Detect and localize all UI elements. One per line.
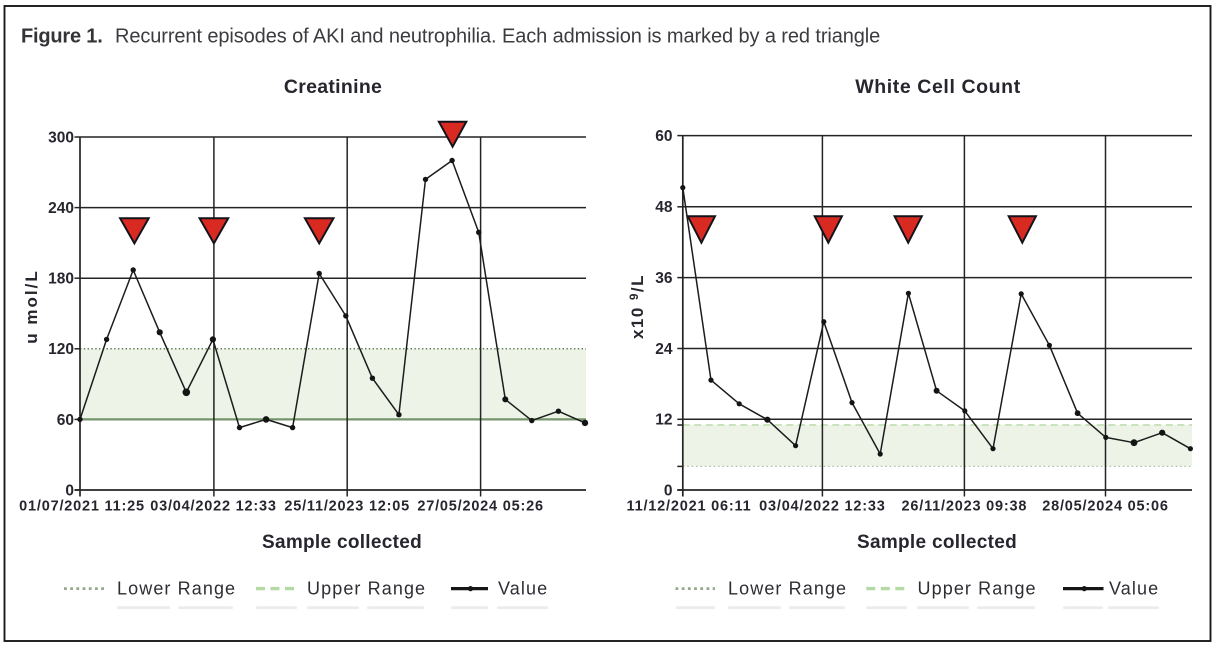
- svg-text:26/11/2023 09:38: 26/11/2023 09:38: [902, 499, 1028, 515]
- svg-text:28/05/2024 05:06: 28/05/2024 05:06: [1042, 499, 1169, 515]
- svg-text:u mol/L: u mol/L: [22, 269, 41, 343]
- svg-text:11/12/2021 06:11: 11/12/2021 06:11: [627, 499, 752, 515]
- svg-text:03/04/2022 12:33: 03/04/2022 12:33: [150, 499, 277, 515]
- svg-text:24: 24: [655, 341, 673, 358]
- svg-text:48: 48: [655, 199, 673, 216]
- svg-text:12: 12: [655, 412, 672, 429]
- svg-text:60: 60: [57, 412, 74, 429]
- svg-text:0: 0: [65, 482, 74, 499]
- svg-text:Figure 1.: Figure 1.: [21, 26, 103, 48]
- svg-text:x10 9/L: x10 9/L: [628, 274, 647, 339]
- svg-text:Sample collected: Sample collected: [857, 532, 1017, 553]
- svg-text:Recurrent episodes of AKI and: Recurrent episodes of AKI and neutrophil…: [115, 26, 880, 48]
- svg-text:180: 180: [48, 271, 74, 288]
- svg-text:Upper Range: Upper Range: [307, 579, 426, 599]
- svg-text:White Cell Count: White Cell Count: [855, 76, 1021, 98]
- svg-text:Creatinine: Creatinine: [284, 76, 382, 98]
- svg-text:0: 0: [664, 482, 673, 499]
- svg-text:Lower Range: Lower Range: [728, 579, 847, 599]
- svg-text:Sample collected: Sample collected: [262, 532, 422, 553]
- svg-text:27/05/2024 05:26: 27/05/2024 05:26: [417, 499, 544, 515]
- svg-text:Value: Value: [1109, 579, 1159, 599]
- svg-text:120: 120: [48, 341, 74, 358]
- svg-text:Upper Range: Upper Range: [918, 579, 1037, 599]
- svg-text:300: 300: [48, 129, 74, 146]
- svg-text:Value: Value: [498, 579, 548, 599]
- svg-text:60: 60: [655, 128, 672, 145]
- svg-text:25/11/2023 12:05: 25/11/2023 12:05: [284, 499, 410, 515]
- svg-text:Lower Range: Lower Range: [117, 579, 236, 599]
- svg-text:01/07/2021 11:25: 01/07/2021 11:25: [19, 499, 145, 515]
- svg-text:03/04/2022 12:33: 03/04/2022 12:33: [759, 499, 886, 515]
- svg-text:36: 36: [655, 270, 673, 287]
- svg-text:240: 240: [48, 200, 74, 217]
